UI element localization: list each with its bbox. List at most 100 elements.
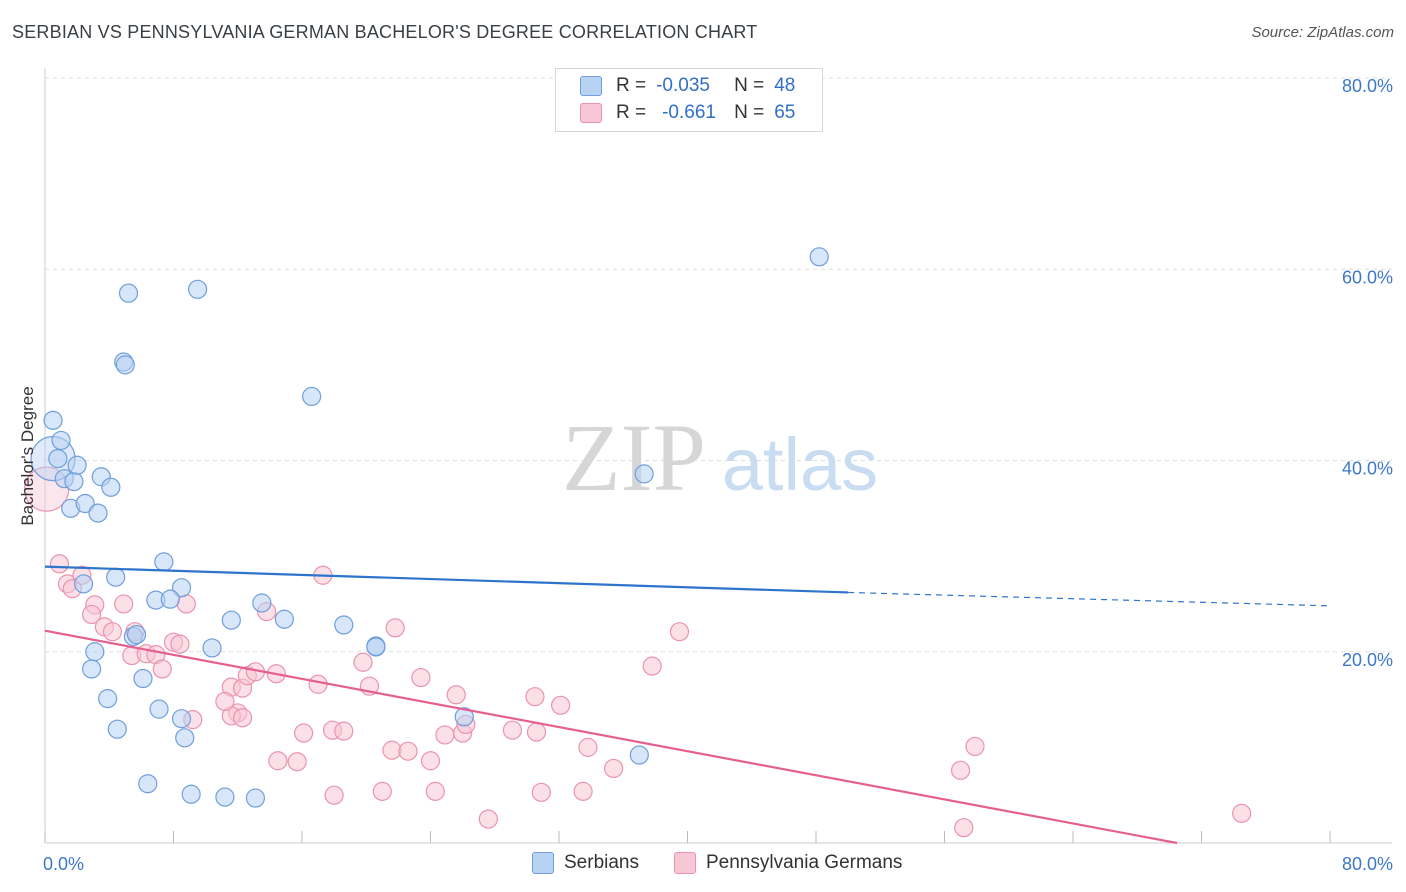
pa-german-point [446, 685, 466, 705]
serbian-point [809, 247, 829, 267]
y-tick-label: 60.0% [1342, 267, 1393, 287]
y-tick-label: 80.0% [1342, 76, 1393, 96]
pa-german-point [176, 594, 196, 614]
legend-item-serbians[interactable]: Serbians [532, 852, 639, 874]
pa-german-point [372, 781, 392, 801]
serbian-point [454, 707, 474, 727]
grid-layer [45, 77, 1392, 653]
legend-row-serbians: R = -0.035 N = 48 [580, 74, 795, 98]
serbian-point [75, 493, 95, 514]
pa-german-point [268, 751, 288, 771]
tick-labels: 20.0% 40.0% 60.0% 80.0% 0.0% 80.0% [43, 76, 1393, 874]
serbian-point [171, 578, 192, 598]
serbian-point [175, 728, 195, 748]
correlation-legend: R = -0.035 N = 48 R = -0.661 N = 65 [555, 68, 823, 132]
pa-german-point [81, 604, 102, 625]
pa-german-point [102, 622, 123, 642]
y-tick-label: 40.0% [1342, 459, 1393, 479]
serbian-point [115, 355, 135, 375]
pa-german-point [232, 708, 253, 728]
serbian-point [366, 637, 386, 657]
pa-german-point [152, 659, 172, 679]
serbian-point [202, 638, 222, 658]
pa-german-point [551, 695, 571, 715]
legend-r-label: R = [616, 102, 647, 123]
serbian-n-value: 48 [774, 75, 796, 96]
serbian-point [252, 593, 272, 613]
serbian-points [30, 247, 829, 808]
pa-german-point [287, 752, 307, 772]
pa-german-point [435, 725, 455, 745]
legend-r-label: R = [616, 75, 647, 96]
serbian-point [181, 784, 201, 804]
legend-n-label: N = [734, 75, 765, 96]
pa-german-point [954, 818, 974, 838]
serbian-point [215, 787, 235, 807]
serbian-point [187, 279, 208, 299]
serbian-point [126, 624, 147, 645]
serbian-point [302, 386, 322, 407]
serbian-point [274, 609, 294, 629]
serbian-trend-extension [848, 591, 1331, 607]
serbian-point [221, 610, 241, 630]
legend-pa-germans-label: Pennsylvania Germans [706, 852, 903, 873]
source-credit: Source: ZipAtlas.com [1251, 24, 1394, 41]
pa-german-point [294, 723, 314, 743]
pa-german-point [308, 674, 328, 694]
pa-german-point [669, 622, 690, 642]
serbian-point [106, 567, 126, 587]
serbian-point [43, 410, 63, 430]
serbian-point [138, 774, 158, 794]
pa-german-point [324, 785, 344, 805]
watermark-atlas: atlas [722, 423, 878, 506]
watermark-zip: ZIP [562, 404, 706, 511]
axis-layer [44, 68, 1392, 844]
pa-german-point [604, 758, 624, 779]
y-axis-label: Bachelor's Degree [18, 386, 37, 526]
pa-german-point [334, 721, 354, 741]
serbian-point [160, 589, 180, 609]
serbian-point [81, 659, 102, 679]
serbian-point [85, 642, 105, 662]
serbian-r-value: -0.035 [656, 75, 710, 96]
serbian-point [634, 464, 654, 484]
legend-row-pa-germans: R = -0.661 N = 65 [580, 101, 795, 125]
x-tick-label: 0.0% [43, 854, 84, 874]
serbian-point [64, 471, 84, 492]
pa-german-point [382, 740, 402, 760]
pa-german-point [526, 722, 547, 742]
serbian-point [51, 430, 71, 451]
pa-german-point [478, 809, 498, 829]
serbian-point [149, 699, 169, 719]
serbian-point [334, 615, 354, 635]
pa-german-point [398, 741, 418, 761]
pa-german-point [965, 736, 985, 757]
legend-item-pa-germans[interactable]: Pennsylvania Germans [674, 852, 902, 874]
serbian-point [629, 745, 649, 765]
serbian-point [245, 788, 266, 808]
pa-german-point [215, 691, 235, 712]
serbian-point [107, 719, 127, 739]
pa-german-point [502, 720, 523, 740]
serbian-point [133, 668, 153, 689]
x-tick-label: 80.0% [1342, 854, 1393, 874]
pa-german-r-value: -0.661 [662, 102, 716, 123]
pa-german-point [420, 751, 441, 771]
pa-german-legend-swatch [674, 852, 696, 874]
pa-german-point [385, 618, 405, 638]
series-legend: Serbians Pennsylvania Germans [0, 852, 1406, 878]
serbian-point [118, 283, 139, 303]
pa-german-point [1232, 803, 1252, 823]
trend-lines [44, 565, 1331, 845]
serbian-point [48, 448, 68, 469]
legend-n-label: N = [734, 102, 765, 123]
pa-german-n-value: 65 [774, 102, 796, 123]
serbian-point [73, 574, 94, 594]
serbian-trend-line [44, 565, 849, 594]
serbian-point [171, 709, 192, 729]
serbian-point [88, 503, 108, 523]
pa-german-point [114, 594, 134, 614]
pa-german-points [24, 466, 1252, 838]
pa-german-point [49, 554, 70, 574]
